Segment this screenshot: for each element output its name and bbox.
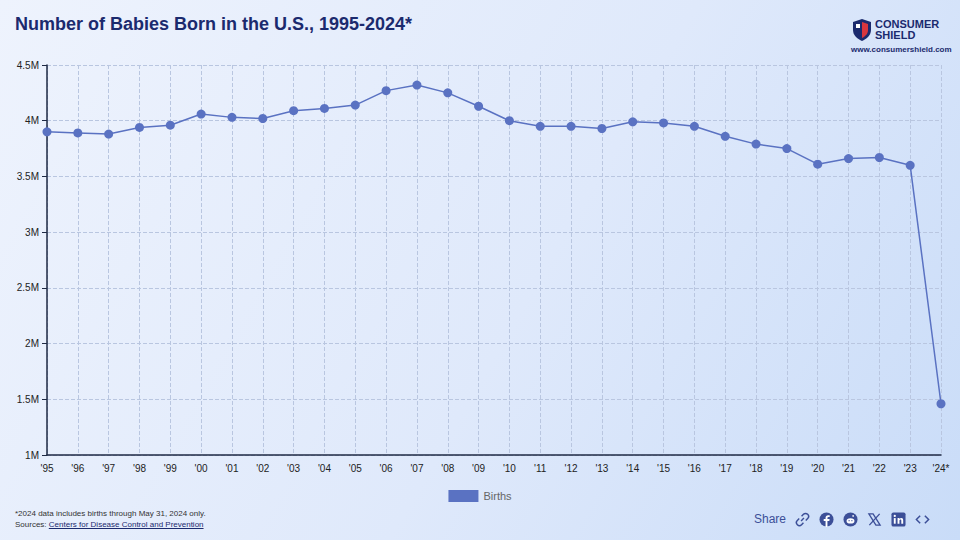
svg-text:2M: 2M [25, 338, 39, 349]
svg-text:'06: '06 [380, 463, 393, 474]
svg-text:'24*: '24* [933, 463, 950, 474]
svg-text:'10: '10 [503, 463, 516, 474]
svg-text:'15: '15 [657, 463, 670, 474]
svg-text:'20: '20 [811, 463, 824, 474]
svg-text:'21: '21 [842, 463, 855, 474]
svg-text:'03: '03 [287, 463, 300, 474]
html-text:*2024 data includes births thr: *2024 data includes births through May 3… [15, 509, 206, 518]
svg-text:'11: '11 [534, 463, 547, 474]
svg-text:'23: '23 [904, 463, 917, 474]
svg-text:'16: '16 [688, 463, 701, 474]
svg-text:'22: '22 [873, 463, 886, 474]
svg-text:1M: 1M [25, 450, 39, 461]
svg-text:'02: '02 [256, 463, 269, 474]
svg-text:'96: '96 [71, 463, 84, 474]
svg-text:'09: '09 [472, 463, 485, 474]
svg-text:Births: Births [483, 490, 512, 502]
svg-text:'12: '12 [565, 463, 578, 474]
svg-text:'00: '00 [195, 463, 208, 474]
svg-text:'97: '97 [102, 463, 115, 474]
svg-text:'04: '04 [318, 463, 331, 474]
html-text:www.consumershield.com: www.consumershield.com [851, 45, 952, 54]
svg-text:3M: 3M [25, 227, 39, 238]
svg-text:4.5M: 4.5M [17, 60, 39, 71]
svg-text:'95: '95 [40, 463, 53, 474]
svg-text:'14: '14 [626, 463, 639, 474]
svg-text:'01: '01 [225, 463, 238, 474]
svg-text:2.5M: 2.5M [17, 282, 39, 293]
svg-text:'18: '18 [750, 463, 763, 474]
svg-text:'07: '07 [410, 463, 423, 474]
svg-text:1.5M: 1.5M [17, 394, 39, 405]
svg-text:'19: '19 [780, 463, 793, 474]
svg-text:4M: 4M [25, 115, 39, 126]
html-text:Share: Share [754, 512, 786, 526]
svg-text:'17: '17 [719, 463, 732, 474]
svg-text:'05: '05 [349, 463, 362, 474]
html-text:Sources: Centers for Disease C: Sources: Centers for Disease Control and… [15, 520, 204, 529]
svg-text:'98: '98 [133, 463, 146, 474]
svg-text:'08: '08 [441, 463, 454, 474]
svg-text:'13: '13 [595, 463, 608, 474]
html-text:CONSUMER SHIELD: CONSUMER SHIELD [875, 18, 940, 41]
svg-text:'99: '99 [164, 463, 177, 474]
svg-text:3.5M: 3.5M [17, 171, 39, 182]
html-text:Number of Babies Born in the U: Number of Babies Born in the U.S., 1995-… [15, 14, 413, 34]
